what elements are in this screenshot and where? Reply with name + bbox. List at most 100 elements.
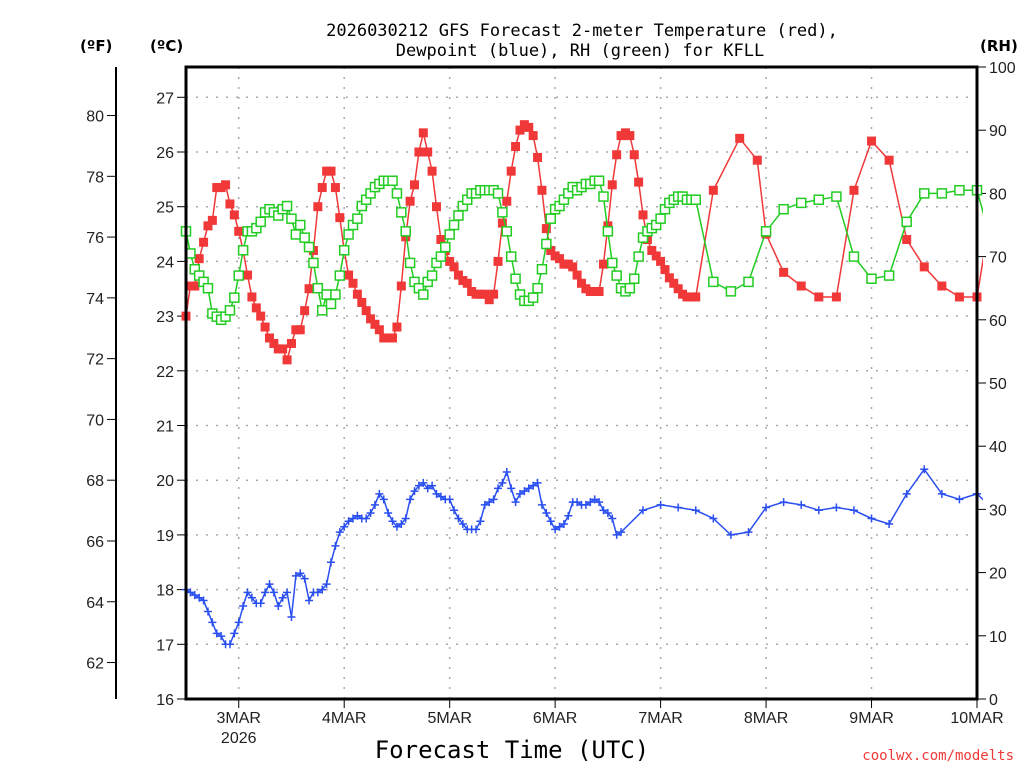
rh-point: [593, 175, 605, 187]
rh-tick-label: 0: [989, 692, 998, 709]
dewpoint-point: [599, 506, 608, 515]
rh-point: [295, 219, 306, 231]
temperature-point: [366, 314, 376, 324]
rh-point: [330, 289, 341, 300]
dewpoint-point: [212, 629, 221, 638]
celsius-tick-label: 17: [156, 637, 174, 654]
dewpoint-point: [247, 593, 256, 602]
dewpoint-point: [278, 593, 287, 602]
celsius-tick-label: 24: [156, 254, 174, 271]
rh-point: [316, 305, 328, 316]
temperature-point: [330, 183, 340, 193]
temperature-point: [335, 213, 345, 223]
dewpoint-point: [458, 519, 467, 528]
celsius-axis: 16 17 18 19 20 21 22 23 24 25 26 27: [156, 90, 186, 709]
dewpoint-point: [432, 489, 441, 498]
rh-point: [919, 188, 930, 199]
rh-tick-label: 90: [989, 123, 1007, 140]
temperature-point: [388, 333, 398, 343]
dewpoint-point: [559, 519, 568, 528]
x-axis-title: Forecast Time (UTC): [375, 736, 650, 764]
temperature-point: [884, 155, 894, 165]
plot-frame: [184, 65, 979, 701]
dewpoint-point: [551, 525, 560, 534]
rh-point: [813, 194, 825, 205]
temperature-point: [555, 254, 565, 264]
temperature-point: [814, 292, 824, 302]
rh-tick-label: 70: [989, 250, 1007, 267]
temperature-point: [462, 278, 472, 288]
dewpoint-point: [423, 484, 432, 493]
chart-title: 2026030212 GFS Forecast 2-meter Temperat…: [326, 21, 838, 41]
rh-point: [492, 188, 504, 199]
rh-point: [426, 270, 438, 281]
time-tick-label: 4MAR: [322, 710, 366, 727]
dewpoint-point: [573, 498, 582, 507]
rh-point: [444, 229, 455, 240]
dewpoint-point: [612, 530, 621, 539]
rh-point: [404, 257, 416, 269]
credit-link[interactable]: coolwx.com/modelts: [862, 748, 1014, 764]
rh-tick-label: 100: [989, 60, 1016, 77]
rh-point: [633, 251, 644, 262]
temperature-point: [361, 306, 371, 316]
dewpoint-point: [217, 632, 226, 641]
temperature-point: [282, 355, 292, 365]
dewpoint-point: [239, 602, 248, 611]
temperature-point: [229, 210, 239, 220]
rh-point: [497, 207, 508, 218]
temperature-point: [656, 256, 666, 266]
temperature-point: [533, 152, 543, 162]
dewpoint-point: [291, 571, 300, 580]
rh-point: [352, 213, 363, 224]
fahrenheit-axis: 62 64 66 68 70 72 74 76 78 80: [86, 67, 117, 699]
rh-point: [396, 207, 407, 218]
temperature-point: [607, 180, 617, 190]
dewpoint-point: [322, 580, 331, 589]
rh-point: [255, 216, 266, 228]
dewpoint-point: [445, 495, 454, 504]
temperature-point: [691, 292, 701, 302]
dewpoint-point: [379, 495, 388, 504]
dewpoint-point: [296, 569, 305, 578]
temperature-point: [779, 267, 789, 277]
dewpoint-point: [203, 607, 212, 616]
rh-point: [883, 270, 895, 281]
temperature-point: [902, 235, 912, 245]
fahrenheit-tick-label: 72: [86, 352, 104, 369]
dewpoint-point: [674, 503, 683, 512]
rh-tick-label: 30: [989, 502, 1007, 519]
dewpoint-point: [283, 588, 292, 597]
rh-point: [290, 229, 302, 240]
dewpoint-line: [185, 467, 983, 646]
dewpoint-point: [243, 588, 252, 597]
dewpoint-point: [327, 558, 336, 567]
rh-point: [202, 282, 214, 294]
rh-point: [387, 175, 398, 187]
temperature-point: [669, 278, 679, 288]
rh-point: [453, 210, 464, 221]
temperature-point: [445, 256, 455, 266]
temperature-point: [396, 281, 406, 291]
rh-point: [501, 226, 513, 237]
temperature-point: [515, 125, 525, 135]
rh-point: [936, 188, 948, 199]
rh-point: [628, 273, 640, 284]
temperature-point: [572, 270, 582, 280]
celsius-tick-label: 26: [156, 145, 174, 162]
rh-point: [448, 219, 460, 231]
dewpoint-point: [388, 517, 397, 526]
rh-point: [237, 245, 249, 256]
dewpoint-point: [348, 514, 357, 523]
rh-point: [848, 251, 860, 262]
celsius-tick-label: 25: [156, 200, 174, 217]
dewpoint-point: [335, 528, 344, 537]
rh-tick-label: 60: [989, 313, 1007, 330]
temperature-point: [348, 278, 358, 288]
temperature-point: [735, 133, 745, 143]
rh-point: [607, 257, 618, 269]
temperature-point: [221, 180, 231, 190]
temperature-point: [484, 295, 494, 305]
rh-point: [760, 226, 772, 237]
temperature-point: [708, 185, 718, 195]
